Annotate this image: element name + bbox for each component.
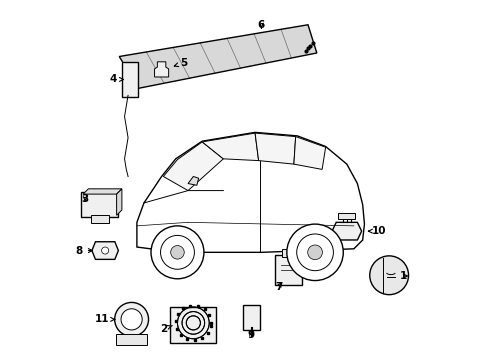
Text: 9: 9 [247,329,255,339]
Polygon shape [255,133,295,164]
FancyBboxPatch shape [170,307,216,343]
Circle shape [307,245,322,260]
Polygon shape [92,242,118,259]
Circle shape [102,247,108,254]
Polygon shape [116,189,122,215]
Polygon shape [137,132,364,252]
FancyBboxPatch shape [242,305,260,330]
Polygon shape [119,25,316,88]
Text: 1: 1 [399,271,407,281]
FancyBboxPatch shape [338,213,355,219]
Text: 7: 7 [275,282,282,292]
FancyBboxPatch shape [275,255,301,285]
Polygon shape [83,189,122,194]
Text: 8: 8 [76,246,92,256]
Text: 11: 11 [95,314,115,324]
Text: 2: 2 [159,324,172,334]
Polygon shape [154,62,168,77]
Polygon shape [331,222,361,240]
Circle shape [114,302,148,336]
Text: 10: 10 [368,226,386,236]
Text: 4: 4 [109,75,123,85]
FancyBboxPatch shape [116,334,147,345]
Circle shape [369,256,407,294]
Polygon shape [202,133,258,161]
FancyBboxPatch shape [91,215,109,223]
Circle shape [151,226,203,279]
Polygon shape [293,136,325,170]
Polygon shape [163,142,223,190]
Text: 5: 5 [174,58,187,68]
Circle shape [121,309,142,330]
Text: 6: 6 [257,21,264,31]
Polygon shape [188,176,198,185]
FancyBboxPatch shape [81,192,118,217]
Polygon shape [282,249,294,257]
Circle shape [286,224,343,280]
Circle shape [170,246,184,259]
Text: 3: 3 [81,194,89,204]
FancyBboxPatch shape [122,62,138,97]
